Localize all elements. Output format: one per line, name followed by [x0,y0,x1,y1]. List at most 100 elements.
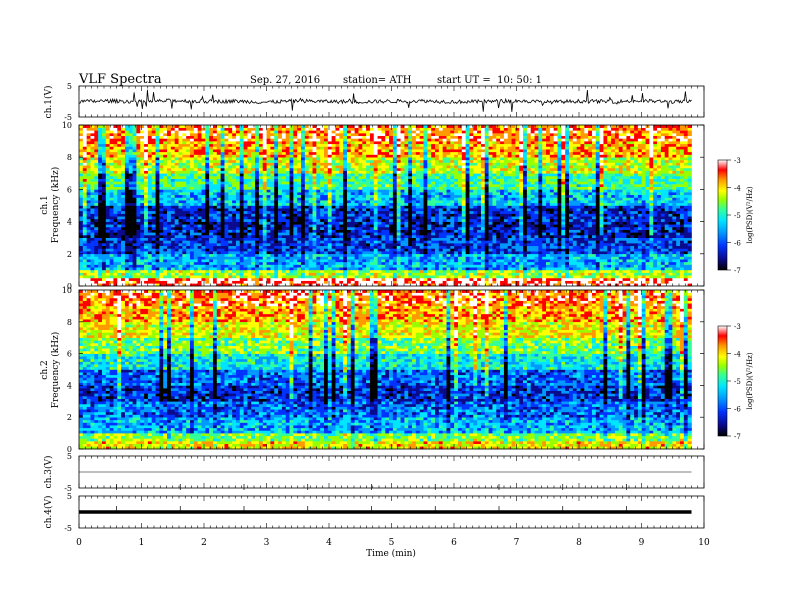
spectrogram-cell [94,178,99,182]
spectrogram-cell [170,159,176,163]
spectrogram-cell [324,138,329,142]
spectrogram-cell [170,149,176,153]
spectrogram-cell [389,189,394,193]
spectrogram-cell [350,173,355,177]
spectrogram-cell [281,162,287,166]
spectrogram-cell [105,202,110,206]
spectrogram-cell [178,275,183,279]
spectrogram-cell [331,283,336,287]
spectrogram-cell [289,248,294,252]
spectrogram-cell [124,149,130,153]
spectrogram-cell [109,127,114,131]
spectrogram-cell [335,189,340,193]
spectrogram-cell [121,224,126,228]
spectrogram-cell [335,135,340,139]
spectrogram-cell [174,280,179,284]
spectrogram-cell [86,175,91,179]
spectrogram-cell [174,218,179,222]
spectrogram-cell [163,138,168,142]
spectrogram-cell [346,141,352,145]
spectrogram-cell [316,237,321,241]
spectrogram-cell [381,143,386,147]
spectrogram-cell [293,125,298,128]
spectrogram-cell [270,251,275,255]
spectrogram-cell [117,210,122,214]
spectrogram-cell [392,130,398,134]
spectrogram-cell [320,133,325,137]
spectrogram-cell [377,277,382,281]
spectrogram-cell [98,178,103,182]
spectrogram-cell [324,178,329,182]
spectrogram-cell [377,141,382,145]
spectrogram-cell [113,259,118,263]
spectrogram-cell [167,277,172,281]
spectrogram-cell [392,192,398,196]
spectrogram-cell [151,205,156,209]
spectrogram-cell [266,127,271,131]
spectrogram-cell [216,157,221,161]
spectrogram-cell [94,248,99,252]
spectrogram-cell [216,267,221,271]
spectrogram-cell [167,275,172,279]
spectrogram-cell [281,157,287,161]
spectrogram-cell [354,275,359,279]
spectrogram-cell [124,189,130,193]
spectrogram-cell [121,202,126,206]
spectrogram-cell [159,184,164,188]
spectrogram-cell [289,261,294,265]
spectrogram-cell [381,269,386,273]
spectrogram-cell [209,253,214,257]
spectrogram-cell [312,154,317,158]
spectrogram-cell [270,178,275,182]
spectrogram-cell [167,221,172,225]
spectrogram-cell [235,253,241,257]
spectrogram-cell [98,256,103,260]
spectrogram-cell [140,173,145,177]
spectrogram-cell [247,240,252,244]
spectrogram-cell [147,240,153,244]
spectrogram-cell [121,275,126,279]
spectrogram-cell [255,159,260,163]
spectrogram-cell [170,186,176,190]
spectrogram-cell [124,272,130,276]
spectrogram-cell [327,178,332,182]
spectrogram-cell [350,205,355,209]
spectrogram-cell [151,237,156,241]
spectrogram-cell [151,175,156,179]
spectrogram-cell [308,251,313,255]
spectrogram-cell [362,237,367,241]
spectrogram-cell [235,205,241,209]
spectrogram-cell [255,237,260,241]
spectrogram-cell [101,277,107,281]
spectrogram-cell [262,127,267,131]
spectrogram-cell [212,240,218,244]
spectrogram-cell [266,154,271,158]
spectrogram-cell [251,226,256,230]
spectrogram-cell [247,125,252,128]
spectrogram-cell [346,157,352,161]
spectrogram-cell [239,261,244,265]
spectrogram-cell [228,232,233,236]
spectrogram-cell [389,194,394,198]
spectrogram-cell [94,143,99,147]
spectrogram-cell [228,267,233,271]
spectrogram-cell [109,178,114,182]
spectrogram-cell [86,133,91,137]
spectrogram-cell [128,181,133,185]
spectrogram-cell [216,205,221,209]
spectrogram-cell [151,173,156,177]
spectrogram-cell [182,248,187,252]
spectrogram-cell [167,127,172,131]
spectrogram-cell [136,162,141,166]
spectrogram-cell [297,237,302,241]
spectrogram-cell [312,165,317,169]
spectrogram-cell [155,256,160,260]
spectrogram-cell [239,165,244,169]
spectrogram-cell [140,192,145,196]
spectrogram-cell [343,237,348,241]
spectrogram-cell [178,240,183,244]
spectrogram-cell [124,165,130,169]
spectrogram-cell [121,240,126,244]
spectrogram-cell [144,184,149,188]
spectrogram-cell [193,125,198,128]
